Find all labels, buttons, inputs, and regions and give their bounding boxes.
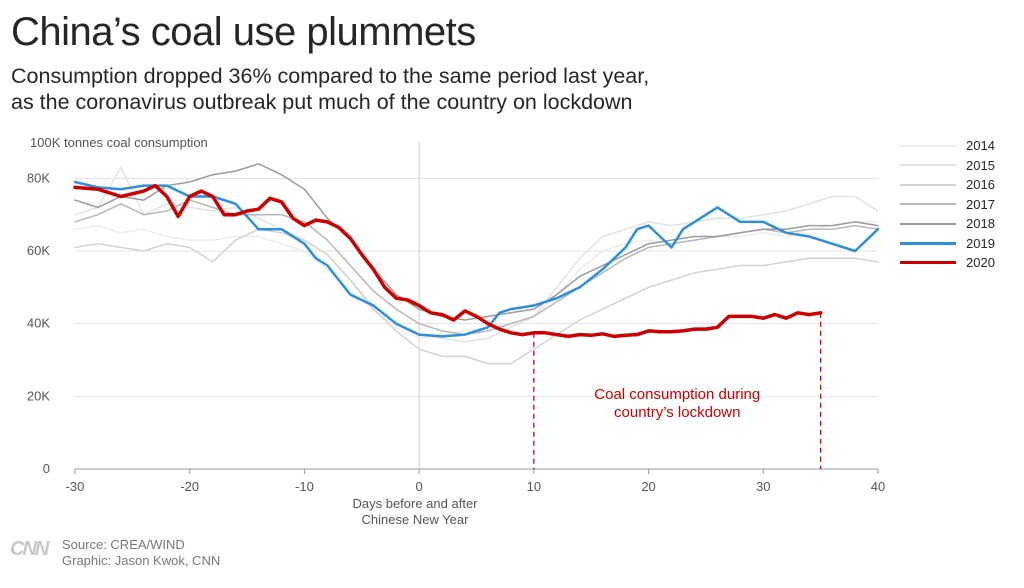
x-axis-label-line-2: Chinese New Year (361, 512, 469, 527)
annotation-text-line-1: Coal consumption during (594, 386, 760, 403)
legend-swatch (900, 144, 956, 147)
series-line-2015 (74, 166, 879, 343)
x-tick-label: 10 (527, 479, 541, 494)
x-tick-label: -20 (180, 479, 199, 494)
legend-item-2020: 2020 (900, 253, 1020, 273)
x-tick-label: 30 (756, 479, 770, 494)
legend-swatch (900, 183, 956, 186)
series-line-2017 (74, 199, 879, 336)
x-tick-label: -30 (66, 479, 85, 494)
cnn-logo: CNN (10, 538, 49, 560)
source-credit: Source: CREA/WIND Graphic: Jason Kwok, C… (62, 537, 220, 569)
subtitle-line-2: as the coronavirus outbreak put much of … (11, 90, 633, 114)
series-line-2016 (74, 228, 879, 365)
chart-legend: 2014 2015 2016 2017 2018 2019 2020 (900, 136, 1020, 273)
x-tick-label: 0 (416, 479, 423, 494)
y-tick-label: 80K (27, 170, 50, 185)
subtitle-line-1: Consumption dropped 36% compared to the … (11, 64, 650, 88)
annotation-text-line-2: country’s lockdown (614, 404, 740, 421)
legend-swatch (900, 222, 956, 225)
legend-label: 2016 (966, 177, 995, 193)
legend-label: 2015 (966, 157, 995, 173)
source-text: Source: CREA/WIND (62, 537, 185, 552)
page-subtitle: Consumption dropped 36% compared to the … (11, 63, 811, 115)
legend-item-2018: 2018 (900, 214, 1020, 234)
x-tick-label: -10 (295, 479, 314, 494)
x-axis-label-line-1: Days before and after (352, 496, 478, 511)
legend-swatch (900, 261, 956, 265)
x-tick-label: 20 (641, 479, 655, 494)
series-line-2014 (74, 221, 879, 339)
legend-label: 2020 (966, 255, 995, 271)
legend-item-2015: 2015 (900, 156, 1020, 176)
x-axis-label: Days before and after Chinese New Year (330, 496, 500, 528)
legend-item-2017: 2017 (900, 195, 1020, 215)
y-tick-label: 60K (27, 243, 50, 258)
x-tick-label: 40 (871, 479, 885, 494)
series-line-2018 (74, 163, 879, 321)
legend-swatch (900, 203, 956, 206)
legend-item-2016: 2016 (900, 175, 1020, 195)
legend-label: 2017 (966, 196, 995, 212)
y-tick-label: 20K (27, 388, 50, 403)
legend-swatch (900, 241, 956, 245)
legend-label: 2018 (966, 216, 995, 232)
legend-item-2019: 2019 (900, 234, 1020, 254)
series-line-2019 (73, 180, 880, 338)
graphic-credit-text: Graphic: Jason Kwok, CNN (62, 553, 221, 568)
legend-label: 2019 (966, 235, 995, 251)
legend-label: 2014 (966, 138, 995, 154)
legend-swatch (900, 164, 956, 167)
y-axis-label: 100K tonnes coal consumption (30, 135, 208, 150)
series-line-2020 (73, 183, 823, 339)
y-tick-label: 0 (43, 461, 50, 476)
legend-item-2014: 2014 (900, 136, 1020, 156)
page-title: China’s coal use plummets (11, 10, 476, 54)
y-tick-label: 40K (27, 316, 50, 331)
